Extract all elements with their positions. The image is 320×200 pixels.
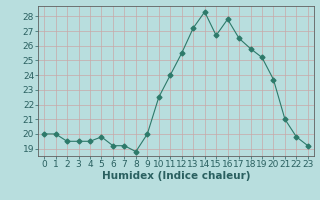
X-axis label: Humidex (Indice chaleur): Humidex (Indice chaleur)	[102, 171, 250, 181]
